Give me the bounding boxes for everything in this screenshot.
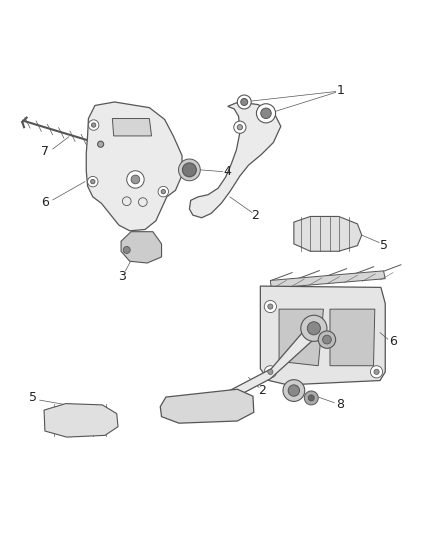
Circle shape xyxy=(237,125,243,130)
Polygon shape xyxy=(260,286,385,385)
Text: 7: 7 xyxy=(41,144,49,158)
Circle shape xyxy=(371,366,383,378)
Circle shape xyxy=(127,171,144,188)
Circle shape xyxy=(123,246,130,254)
Circle shape xyxy=(264,366,276,378)
Circle shape xyxy=(283,379,305,401)
Polygon shape xyxy=(160,389,254,423)
Text: 1: 1 xyxy=(337,84,345,96)
Circle shape xyxy=(161,189,166,194)
Circle shape xyxy=(307,322,321,335)
Circle shape xyxy=(268,304,273,309)
Polygon shape xyxy=(86,102,182,231)
Text: 8: 8 xyxy=(336,398,344,411)
Circle shape xyxy=(183,163,196,177)
Polygon shape xyxy=(330,309,375,366)
Circle shape xyxy=(92,123,96,127)
Polygon shape xyxy=(294,216,362,251)
Circle shape xyxy=(91,180,95,184)
Circle shape xyxy=(241,99,248,106)
Circle shape xyxy=(301,315,327,341)
Polygon shape xyxy=(44,403,118,437)
Text: 6: 6 xyxy=(389,335,397,348)
Circle shape xyxy=(88,176,98,187)
Text: 3: 3 xyxy=(118,270,126,282)
Circle shape xyxy=(88,120,99,130)
Circle shape xyxy=(261,108,271,118)
Text: 5: 5 xyxy=(380,239,389,252)
Circle shape xyxy=(374,369,379,375)
Polygon shape xyxy=(121,232,162,263)
Circle shape xyxy=(264,301,276,313)
Polygon shape xyxy=(270,271,385,288)
Text: 2: 2 xyxy=(251,208,258,222)
Text: 4: 4 xyxy=(224,165,232,178)
Polygon shape xyxy=(189,102,281,218)
Circle shape xyxy=(288,385,300,396)
Circle shape xyxy=(256,104,276,123)
Circle shape xyxy=(268,369,273,375)
Polygon shape xyxy=(113,118,152,136)
Circle shape xyxy=(304,391,318,405)
Circle shape xyxy=(98,141,104,147)
Circle shape xyxy=(158,187,169,197)
Text: 5: 5 xyxy=(29,391,37,405)
Text: 2: 2 xyxy=(258,384,265,397)
Polygon shape xyxy=(279,309,323,366)
Circle shape xyxy=(131,175,140,184)
Circle shape xyxy=(179,159,200,181)
Polygon shape xyxy=(172,320,325,417)
Text: 6: 6 xyxy=(41,196,49,208)
Circle shape xyxy=(237,95,251,109)
Circle shape xyxy=(234,121,246,133)
Circle shape xyxy=(318,331,336,349)
Circle shape xyxy=(322,335,331,344)
Circle shape xyxy=(308,395,314,401)
